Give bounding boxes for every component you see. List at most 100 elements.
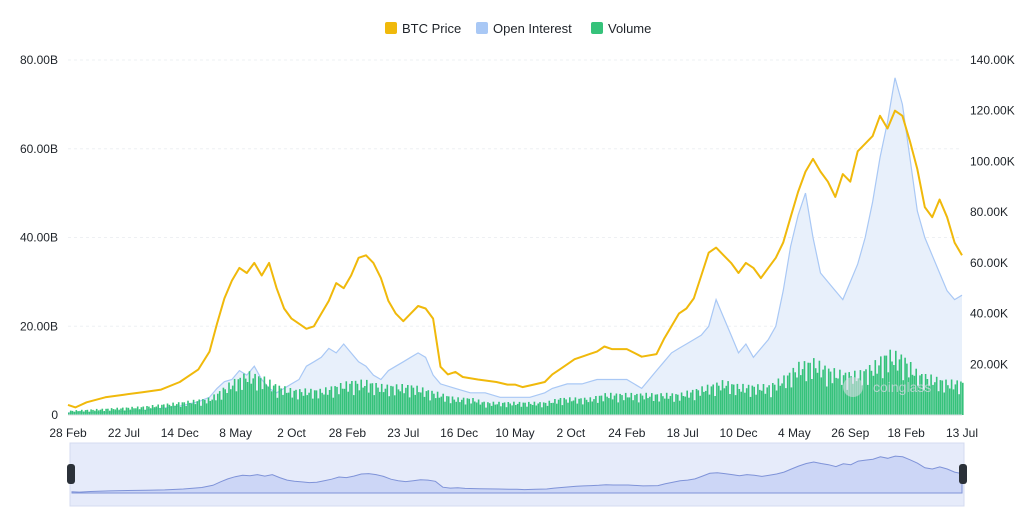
volume-bar [861, 385, 863, 415]
volume-bar [805, 381, 808, 415]
volume-bar [261, 389, 264, 415]
volume-bar [703, 391, 705, 415]
volume-bar [88, 411, 91, 415]
volume-bar [248, 371, 251, 415]
volume-bar [885, 355, 888, 415]
volume-bar [623, 400, 625, 415]
legend-item-volume[interactable]: Volume [591, 21, 651, 36]
volume-bar [654, 394, 657, 415]
volume-bar [840, 384, 843, 415]
x-axis-tick-label: 18 Jul [667, 426, 699, 440]
volume-bar [250, 383, 253, 415]
volume-bar [144, 409, 146, 415]
volume-bar [736, 383, 739, 415]
volume-bar [272, 385, 275, 415]
volume-bar [319, 388, 321, 415]
volume-bar [278, 385, 281, 415]
volume-bar [779, 385, 782, 415]
volume-bar [153, 407, 156, 415]
volume-bar [371, 383, 374, 415]
volume-bar [341, 388, 344, 415]
right-axis-tick-label: 120.00K [970, 104, 1015, 118]
volume-bar [716, 382, 718, 415]
volume-bar [712, 384, 714, 415]
volume-bar [433, 393, 435, 415]
volume-bar [136, 406, 139, 415]
volume-bar [308, 392, 310, 415]
volume-bar [97, 410, 100, 415]
volume-bar [740, 391, 742, 415]
x-axis-tick-label: 28 Feb [49, 426, 87, 440]
volume-bar [794, 372, 796, 415]
legend-item-btc-price[interactable]: BTC Price [385, 21, 461, 36]
axis-layer: 0 20.00B 40.00B 60.00B 80.00B 20.00K 40.00K 60.… [20, 53, 1015, 440]
volume-bar [846, 389, 849, 415]
volume-bar [399, 391, 402, 415]
x-axis-tick-label: 13 Jul [946, 426, 978, 440]
volume-bar [103, 411, 105, 415]
volume-bar [293, 390, 295, 415]
volume-bar [706, 384, 709, 415]
volume-bar [196, 401, 199, 415]
volume-bar [785, 388, 787, 415]
volume-bar [557, 399, 560, 415]
volume-bar [600, 395, 603, 415]
left-axis-tick-label: 80.00B [20, 53, 58, 67]
volume-bar [295, 389, 297, 415]
volume-bar [762, 384, 765, 415]
x-axis-tick-label: 10 May [495, 426, 534, 440]
volume-bar [570, 401, 573, 415]
volume-bar [213, 394, 215, 415]
volume-bar [624, 392, 627, 415]
volume-bar [801, 369, 804, 415]
volume-bar [407, 385, 409, 415]
volume-bar [202, 399, 204, 415]
volume-bar [572, 400, 575, 415]
volume-bar [468, 398, 470, 415]
volume-bar [926, 379, 929, 415]
right-axis-tick-label: 100.00K [970, 154, 1015, 168]
volume-bar [487, 402, 489, 415]
volume-bar [133, 408, 135, 415]
volume-bar [669, 396, 672, 415]
x-axis-tick-label: 14 Dec [161, 426, 199, 440]
volume-bar [585, 399, 588, 415]
volume-bar [691, 389, 694, 415]
volume-bar [677, 394, 679, 415]
volume-bar [559, 398, 562, 415]
volume-bar [731, 384, 733, 415]
volume-bar [421, 387, 424, 415]
volume-bar [429, 400, 431, 415]
volume-bar [332, 397, 335, 415]
volume-bar [237, 379, 240, 415]
legend-label: BTC Price [402, 21, 461, 36]
volume-bar [302, 395, 305, 415]
volume-bar [602, 401, 605, 415]
volume-bar [148, 406, 150, 415]
volume-bar [725, 385, 728, 415]
volume-bar [671, 393, 674, 415]
volume-bar [256, 390, 258, 415]
volume-bar [634, 395, 636, 415]
volume-bar [299, 389, 301, 415]
legend-item-open-interest[interactable]: Open Interest [476, 21, 572, 36]
volume-bar [120, 408, 122, 415]
volume-bar [574, 397, 577, 415]
navigator-handle-right[interactable] [959, 464, 967, 484]
volume-bar [254, 373, 256, 415]
volume-bar [367, 392, 370, 415]
volume-bar [881, 378, 884, 415]
volume-bar [665, 392, 668, 415]
volume-bar [945, 379, 947, 415]
navigator-handle-left[interactable] [67, 464, 75, 484]
volume-bar [211, 399, 213, 415]
volume-bar [827, 368, 830, 415]
volume-bar [708, 394, 711, 415]
volume-bar [112, 409, 115, 415]
volume-bar [874, 360, 877, 415]
open-interest-line [67, 77, 963, 414]
volume-bar [852, 383, 854, 415]
volume-bar [412, 387, 415, 415]
volume-bar [172, 402, 174, 415]
